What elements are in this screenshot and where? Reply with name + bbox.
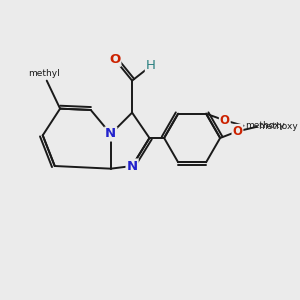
Text: methoxy: methoxy xyxy=(258,122,298,131)
Text: methyl: methyl xyxy=(28,69,60,78)
Text: O: O xyxy=(109,53,120,66)
Text: N: N xyxy=(105,128,116,140)
Text: O: O xyxy=(232,125,242,138)
Text: O: O xyxy=(220,114,230,127)
Text: H: H xyxy=(146,59,156,73)
Text: methoxy: methoxy xyxy=(245,121,285,130)
Text: N: N xyxy=(127,160,138,172)
